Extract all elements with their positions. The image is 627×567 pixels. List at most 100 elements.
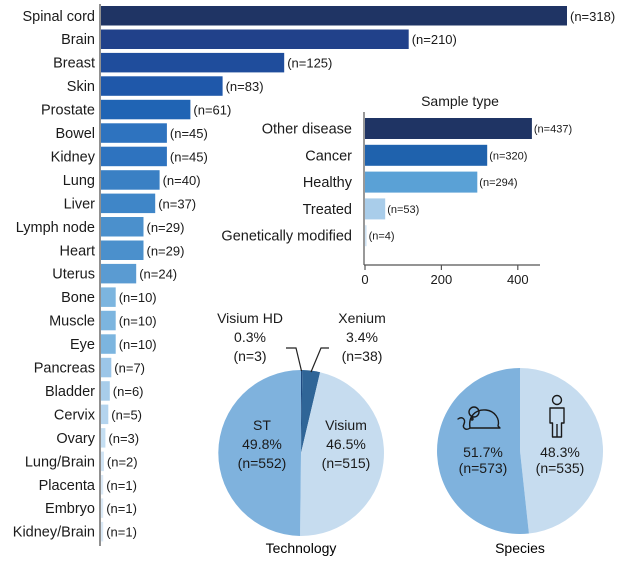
organ-bar-bone	[101, 287, 116, 307]
organ-category-label: Spinal cord	[22, 9, 95, 25]
organ-value-label: (n=24)	[139, 267, 177, 282]
organ-value-label: (n=45)	[170, 126, 208, 141]
sample-value-label: (n=320)	[489, 150, 527, 162]
visium-label: Visium	[325, 417, 367, 433]
organ-value-label: (n=37)	[158, 196, 196, 211]
species-slice-mouse	[437, 368, 529, 534]
organ-bar-placenta	[101, 475, 104, 495]
visium-label: 46.5%	[326, 436, 366, 452]
organ-bar-brain	[101, 29, 409, 49]
human-count-label: (n=535)	[536, 460, 585, 476]
organ-bar-ovary	[101, 428, 106, 448]
technology-slice-visium	[300, 372, 384, 536]
organ-bar-liver	[101, 193, 156, 214]
organ-category-label: Bone	[61, 290, 95, 306]
visium-hd-leader-line	[286, 347, 303, 372]
mouse-count-label: (n=573)	[459, 460, 508, 476]
organ-category-label: Uterus	[52, 267, 95, 283]
technology-pie-chart: Technology Visium HD 0.3% (n=3) Xenium 3.4% (…	[217, 310, 386, 556]
organ-bar-kidney	[101, 146, 167, 167]
sample-category-label: Genetically modified	[221, 229, 352, 245]
organ-bar-eye	[101, 334, 116, 354]
organ-value-label: (n=5)	[111, 407, 142, 422]
human-icon	[549, 394, 565, 438]
sample-category-label: Cancer	[305, 148, 352, 164]
mouse-percent-label: 51.7%	[463, 444, 503, 460]
organ-value-label: (n=210)	[412, 32, 457, 47]
organ-bar-lung	[101, 170, 160, 190]
xenium-label: 3.4%	[346, 329, 378, 345]
organ-value-label: (n=29)	[147, 220, 185, 235]
organ-bar-breast	[101, 52, 285, 73]
sample-type-bar-chart: Sample type Other disease (n=437) Cancer (n…	[221, 93, 572, 287]
organ-value-label: (n=45)	[170, 149, 208, 164]
xenium-label: Xenium	[338, 310, 385, 326]
organ-category-label: Lung	[63, 173, 95, 189]
technology-slice-visium-hd	[301, 369, 303, 453]
organ-category-label: Bladder	[45, 384, 95, 400]
organ-bar-bowel	[101, 123, 167, 143]
sample-bar-other-disease	[365, 118, 532, 139]
sample-category-label: Other disease	[262, 122, 352, 138]
organ-value-label: (n=6)	[113, 384, 144, 399]
organ-bar-lymph-node	[101, 217, 144, 237]
st-label: (n=552)	[238, 455, 287, 471]
organ-bar-spinal-cord	[101, 6, 567, 26]
sample-x-tick-label: 0	[361, 272, 368, 287]
sample-type-title: Sample type	[421, 93, 499, 109]
organ-bar-lung-brain	[101, 451, 104, 472]
st-label: 49.8%	[242, 436, 282, 452]
organ-category-label: Breast	[53, 56, 95, 72]
organ-bar-skin	[101, 76, 223, 96]
technology-slice-st	[218, 370, 301, 536]
organ-category-label: Lymph node	[16, 220, 95, 236]
organ-value-label: (n=10)	[119, 290, 157, 305]
sample-value-label: (n=4)	[369, 231, 395, 243]
sample-bar-healthy	[365, 171, 478, 193]
organ-value-label: (n=3)	[108, 431, 139, 446]
organ-bar-kidney-brain	[101, 521, 104, 542]
species-pie-chart: Species 48.3%(n=535) 51.7%(n=573)	[437, 368, 604, 556]
sample-value-label: (n=294)	[479, 177, 517, 189]
organ-category-label: Muscle	[49, 314, 95, 330]
sample-value-label: (n=53)	[387, 204, 419, 216]
organ-value-label: (n=61)	[193, 103, 231, 118]
organ-category-label: Ovary	[56, 431, 95, 447]
organ-category-label: Kidney/Brain	[13, 525, 95, 541]
organ-bar-cervix	[101, 404, 109, 425]
organ-bar-embryo	[101, 498, 104, 518]
organ-bar-heart	[101, 240, 144, 260]
organ-category-label: Brain	[61, 32, 95, 48]
sample-bar-treated	[365, 198, 386, 220]
species-pie-title: Species	[495, 540, 545, 556]
xenium-label: (n=38)	[342, 348, 383, 364]
technology-pie-title: Technology	[266, 540, 337, 556]
sample-bar-genetically-modified	[365, 225, 367, 247]
organ-value-label: (n=7)	[114, 361, 145, 376]
organ-value-label: (n=2)	[107, 454, 138, 469]
sample-category-label: Treated	[303, 202, 352, 218]
sample-value-label: (n=437)	[534, 124, 572, 136]
st-label: ST	[253, 417, 271, 433]
organ-value-label: (n=40)	[163, 173, 201, 188]
organ-category-label: Skin	[67, 79, 95, 95]
organ-category-label: Cervix	[54, 407, 96, 423]
visium-hd-label: Visium HD	[217, 310, 283, 326]
human-icon-head	[551, 394, 563, 406]
organ-bar-pancreas	[101, 357, 112, 378]
mouse-icon-ear	[468, 406, 480, 418]
organ-category-label: Bowel	[56, 126, 96, 142]
organ-value-label: (n=1)	[106, 478, 137, 493]
species-slice-human	[520, 368, 604, 534]
organ-category-label: Placenta	[39, 478, 96, 494]
organ-category-label: Embryo	[45, 501, 95, 517]
sample-x-tick-label: 200	[431, 272, 453, 287]
organ-value-label: (n=10)	[119, 337, 157, 352]
organ-value-label: (n=1)	[106, 525, 137, 540]
organ-value-label: (n=10)	[119, 314, 157, 329]
visium-hd-label: (n=3)	[233, 348, 266, 364]
organ-category-label: Heart	[60, 243, 95, 259]
organ-value-label: (n=125)	[287, 56, 332, 71]
human-percent-label: 48.3%	[540, 444, 580, 460]
organ-category-label: Liver	[64, 196, 96, 212]
